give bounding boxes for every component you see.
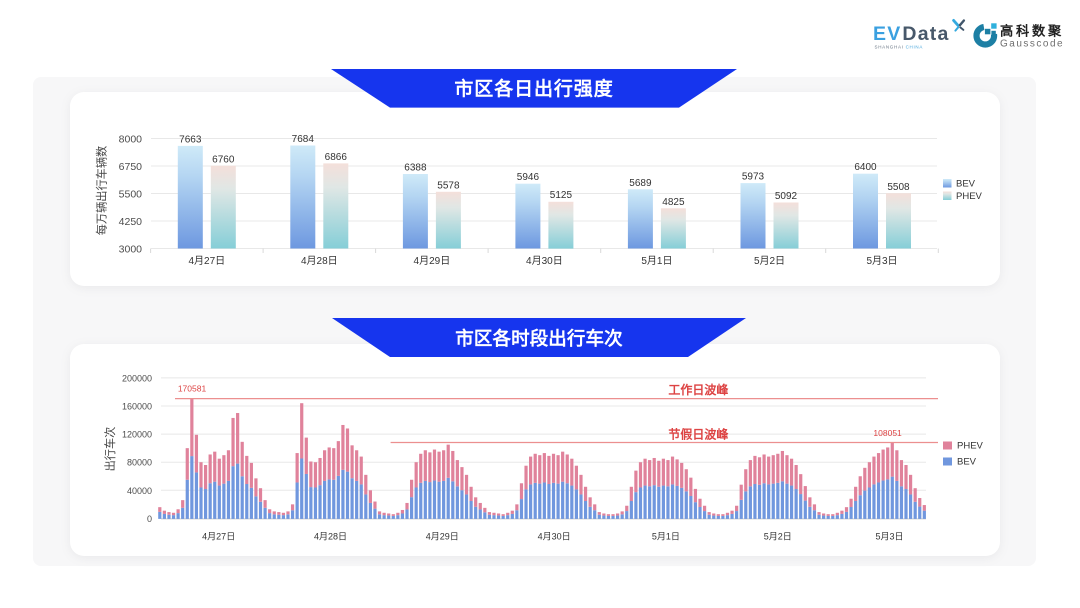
- svg-text:6388: 6388: [404, 163, 427, 174]
- svg-text:3000: 3000: [119, 244, 143, 256]
- svg-text:4月27日: 4月27日: [188, 255, 225, 267]
- svg-text:7663: 7663: [179, 134, 202, 145]
- svg-text:0: 0: [147, 514, 152, 524]
- svg-text:每万辆出行车辆数: 每万辆出行车辆数: [95, 146, 109, 236]
- svg-text:节假日波峰: 节假日波峰: [668, 426, 729, 441]
- svg-text:5500: 5500: [119, 189, 143, 201]
- svg-text:BEV: BEV: [957, 457, 977, 468]
- svg-text:PHEV: PHEV: [957, 441, 984, 452]
- svg-text:4月28日: 4月28日: [314, 531, 347, 541]
- svg-text:5月3日: 5月3日: [875, 531, 903, 541]
- svg-text:4825: 4825: [662, 197, 685, 208]
- svg-text:工作日波峰: 工作日波峰: [668, 382, 729, 397]
- svg-text:高科数聚: 高科数聚: [1000, 22, 1064, 38]
- svg-text:120000: 120000: [122, 430, 152, 440]
- svg-text:40000: 40000: [127, 486, 152, 496]
- svg-text:80000: 80000: [127, 458, 152, 468]
- svg-text:Gausscode: Gausscode: [1000, 38, 1064, 49]
- svg-text:SHANGHAI CHINA: SHANGHAI CHINA: [875, 44, 924, 49]
- svg-text:6750: 6750: [119, 161, 143, 173]
- svg-text:BEV: BEV: [956, 178, 976, 189]
- svg-text:5月1日: 5月1日: [641, 255, 672, 267]
- svg-text:4月28日: 4月28日: [301, 255, 338, 267]
- svg-text:PHEV: PHEV: [956, 191, 983, 202]
- svg-text:5月2日: 5月2日: [764, 531, 792, 541]
- svg-text:4250: 4250: [119, 216, 143, 228]
- svg-text:8000: 8000: [119, 134, 143, 146]
- svg-text:4月27日: 4月27日: [202, 531, 235, 541]
- svg-text:160000: 160000: [122, 402, 152, 412]
- svg-text:4月30日: 4月30日: [538, 531, 571, 541]
- svg-text:5092: 5092: [775, 191, 798, 202]
- svg-text:出行车次: 出行车次: [103, 427, 117, 472]
- svg-text:200000: 200000: [122, 373, 152, 383]
- svg-text:5689: 5689: [629, 178, 652, 189]
- svg-text:4月30日: 4月30日: [526, 255, 563, 267]
- svg-text:5508: 5508: [887, 182, 910, 193]
- svg-text:6400: 6400: [854, 162, 877, 173]
- svg-text:5578: 5578: [437, 180, 460, 191]
- svg-text:5月2日: 5月2日: [754, 255, 785, 267]
- svg-text:170581: 170581: [178, 384, 207, 394]
- svg-text:4月29日: 4月29日: [414, 255, 451, 267]
- svg-text:108051: 108051: [873, 428, 902, 438]
- svg-text:5125: 5125: [550, 190, 573, 201]
- svg-text:5973: 5973: [742, 172, 765, 183]
- svg-text:5月3日: 5月3日: [866, 255, 897, 267]
- svg-text:5946: 5946: [517, 172, 540, 183]
- svg-text:EVData: EVData: [873, 23, 950, 45]
- svg-text:5月1日: 5月1日: [652, 531, 680, 541]
- svg-text:6866: 6866: [325, 152, 348, 163]
- svg-text:7684: 7684: [292, 134, 315, 145]
- svg-text:4月29日: 4月29日: [426, 531, 459, 541]
- svg-text:6760: 6760: [212, 154, 235, 165]
